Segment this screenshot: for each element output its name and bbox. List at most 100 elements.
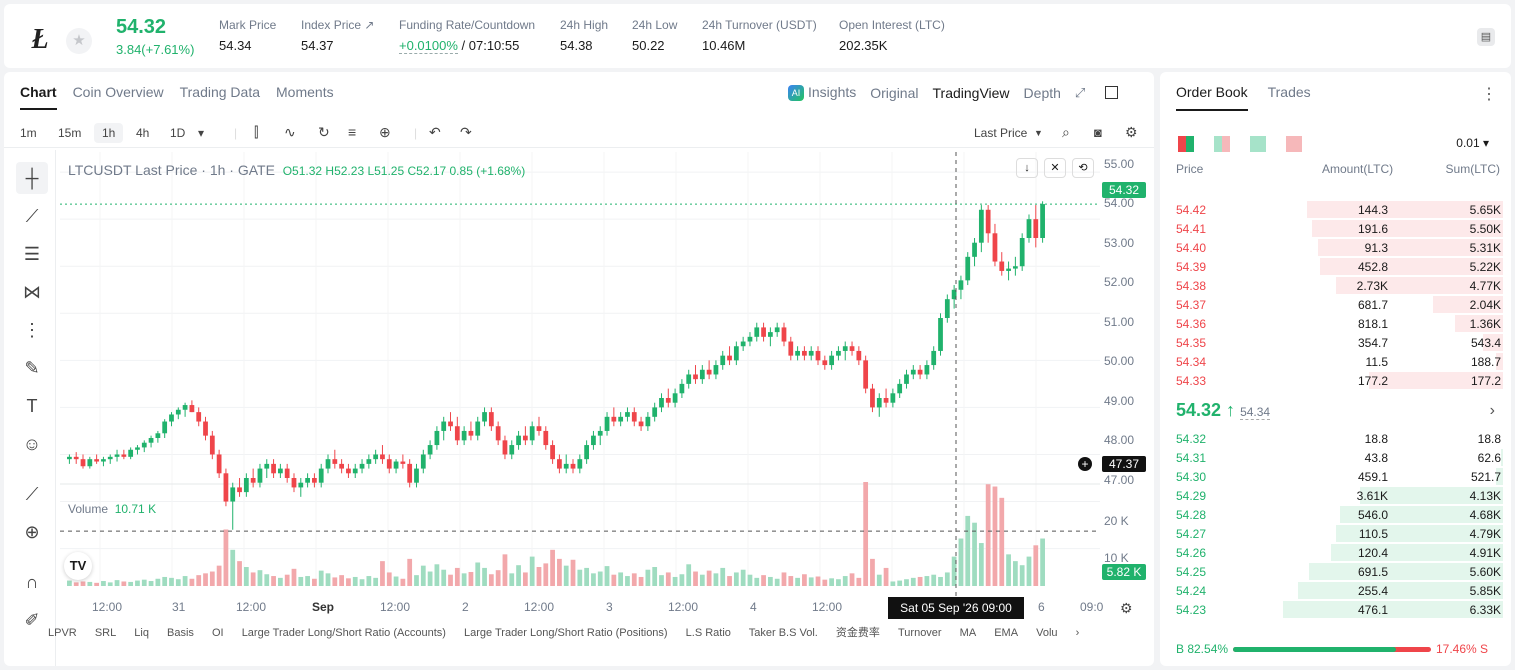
camera-icon[interactable]: ◙ [1094, 125, 1102, 140]
ruler-icon[interactable]: ⟋ [25, 484, 39, 504]
ask-row[interactable]: 54.42 144.3 5.65K [1160, 200, 1511, 219]
tab-trades[interactable]: Trades [1267, 84, 1311, 100]
bid-row[interactable]: 54.29 3.61K 4.13K [1160, 486, 1511, 505]
tab-moments[interactable]: Moments [276, 84, 334, 100]
scroll-down-icon[interactable]: ↓ [1016, 158, 1038, 178]
undo-icon[interactable]: ↶ [429, 124, 441, 140]
pattern-icon[interactable]: ⋈ [23, 282, 41, 302]
fib-icon[interactable]: ⋮ [23, 320, 41, 340]
price-type-select[interactable]: Last Price [974, 126, 1028, 140]
interval-1d[interactable]: 1D [170, 126, 186, 140]
indicator-item[interactable]: 资金费率 [835, 627, 880, 639]
indicator-item[interactable]: Liq [134, 627, 149, 639]
ask-row[interactable]: 54.35 354.7 543.4 [1160, 333, 1511, 352]
bid-row[interactable]: 54.30 459.1 521.7 [1160, 467, 1511, 486]
indicator-item[interactable]: Large Trader Long/Short Ratio (Accounts) [241, 627, 446, 639]
book-both-icon[interactable] [1178, 136, 1194, 152]
interval-4h[interactable]: 4h [136, 126, 150, 140]
bid-row[interactable]: 54.32 18.8 18.8 [1160, 429, 1511, 448]
tab-original[interactable]: Original [870, 84, 919, 101]
tab-depth[interactable]: Depth [1023, 84, 1061, 101]
compare-icon[interactable]: ↻ [318, 124, 330, 140]
pencil-icon[interactable]: ✐ [24, 610, 40, 630]
indicator-item[interactable]: Turnover [897, 627, 942, 639]
search-icon[interactable]: ⌕ [1062, 124, 1070, 140]
ask-row[interactable]: 54.38 2.73K 4.77K [1160, 276, 1511, 295]
bid-row[interactable]: 54.23 476.1 6.33K [1160, 600, 1511, 619]
magnet-icon[interactable]: ∩ [25, 572, 39, 592]
collapse-icon[interactable]: ✕ [1044, 158, 1066, 178]
indicator-item[interactable]: Basis [167, 627, 194, 639]
reset-icon[interactable]: ⟲ [1072, 158, 1094, 178]
book-both-light-icon[interactable] [1214, 136, 1230, 152]
expand-icon[interactable]: ⤢ [1074, 84, 1086, 100]
book-bids-icon[interactable] [1250, 136, 1266, 152]
text-tool-icon[interactable]: T [26, 396, 38, 416]
bid-row[interactable]: 54.27 110.5 4.79K [1160, 524, 1511, 543]
book-icon[interactable]: ▤ [1477, 28, 1495, 46]
trendline-icon[interactable]: ⟋ [25, 206, 39, 226]
volume-bar [693, 571, 698, 586]
ask-row[interactable]: 54.41 191.6 5.50K [1160, 219, 1511, 238]
indicator-item[interactable]: Taker B.S Vol. [748, 627, 818, 639]
indicator-item[interactable]: EMA [994, 627, 1019, 639]
bid-row[interactable]: 54.25 691.5 5.60K [1160, 562, 1511, 581]
tab-order-book[interactable]: Order Book [1176, 84, 1248, 111]
volume-bar [216, 565, 222, 586]
emoji-icon[interactable]: ☺ [22, 434, 42, 454]
indicator-item[interactable]: L.S Ratio [685, 627, 731, 639]
indicator-item[interactable]: SRL [94, 627, 117, 639]
indicator-item[interactable]: Volu [1036, 627, 1058, 639]
book-asks-icon[interactable] [1286, 136, 1302, 152]
redo-icon[interactable]: ↷ [460, 124, 472, 140]
favorite-star-icon[interactable]: ★ [66, 28, 92, 54]
indicator-item[interactable]: LPVR [48, 627, 77, 639]
tab-tradingview[interactable]: TradingView [932, 84, 1010, 101]
price-chart[interactable] [60, 152, 1100, 596]
candle-body [209, 435, 215, 455]
interval-15m[interactable]: 15m [58, 126, 82, 140]
bid-row[interactable]: 54.31 43.8 62.6 [1160, 448, 1511, 467]
bid-row[interactable]: 54.26 120.4 4.91K [1160, 543, 1511, 562]
window-icon[interactable] [1105, 86, 1119, 100]
candle-body [230, 487, 236, 502]
horizontal-lines-icon[interactable]: ☰ [23, 244, 41, 264]
precision-select[interactable]: 0.01 ▾ [1456, 136, 1489, 150]
crosshair-icon[interactable]: ┼ [16, 162, 48, 194]
interval-1m[interactable]: 1m [20, 126, 37, 140]
chevron-right-icon[interactable]: › [1489, 402, 1495, 419]
indicators-icon[interactable]: ∿ [284, 124, 296, 140]
template-icon[interactable]: ≡ [348, 124, 357, 140]
indicator-item[interactable]: Large Trader Long/Short Ratio (Positions… [463, 627, 668, 639]
interval-dropdown-icon[interactable]: ▾ [198, 126, 205, 140]
candle-body [917, 369, 923, 375]
settings-icon[interactable]: ⚙ [1125, 124, 1138, 140]
add-alert-icon[interactable]: + [1078, 457, 1092, 471]
stat-index-price[interactable]: Index Price ↗ 54.37 [301, 18, 375, 53]
tab-coin-overview[interactable]: Coin Overview [72, 84, 164, 100]
tab-trading-data[interactable]: Trading Data [179, 84, 261, 100]
ask-row[interactable]: 54.36 818.1 1.36K [1160, 314, 1511, 333]
ask-row[interactable]: 54.37 681.7 2.04K [1160, 295, 1511, 314]
axis-settings-icon[interactable]: ⚙ [1120, 600, 1133, 616]
more-options-icon[interactable]: ⋮ [1481, 86, 1497, 103]
chevron-right-icon[interactable]: › [1075, 627, 1080, 639]
indicator-item[interactable]: OI [212, 627, 224, 639]
amount-cell: 459.1 [1357, 470, 1388, 484]
tradingview-logo-icon[interactable]: TV [64, 552, 92, 580]
zoom-in-icon[interactable]: ⊕ [24, 522, 40, 542]
ask-row[interactable]: 54.34 11.5 188.7 [1160, 352, 1511, 371]
price-type-dropdown-icon[interactable]: ▼ [1034, 128, 1043, 138]
bid-row[interactable]: 54.24 255.4 5.85K [1160, 581, 1511, 600]
candle-type-icon[interactable]: ⫿ [254, 124, 259, 140]
ask-row[interactable]: 54.33 177.2 177.2 [1160, 371, 1511, 390]
add-indicator-icon[interactable]: ⊕ [379, 124, 391, 140]
interval-1h[interactable]: 1h [94, 123, 124, 143]
brush-icon[interactable]: ✎ [24, 358, 40, 378]
ask-row[interactable]: 54.40 91.3 5.31K [1160, 238, 1511, 257]
ask-row[interactable]: 54.39 452.8 5.22K [1160, 257, 1511, 276]
tab-insights[interactable]: AI Insights [788, 84, 856, 102]
indicator-item[interactable]: MA [959, 627, 977, 639]
bid-row[interactable]: 54.28 546.0 4.68K [1160, 505, 1511, 524]
tab-chart[interactable]: Chart [20, 84, 57, 110]
